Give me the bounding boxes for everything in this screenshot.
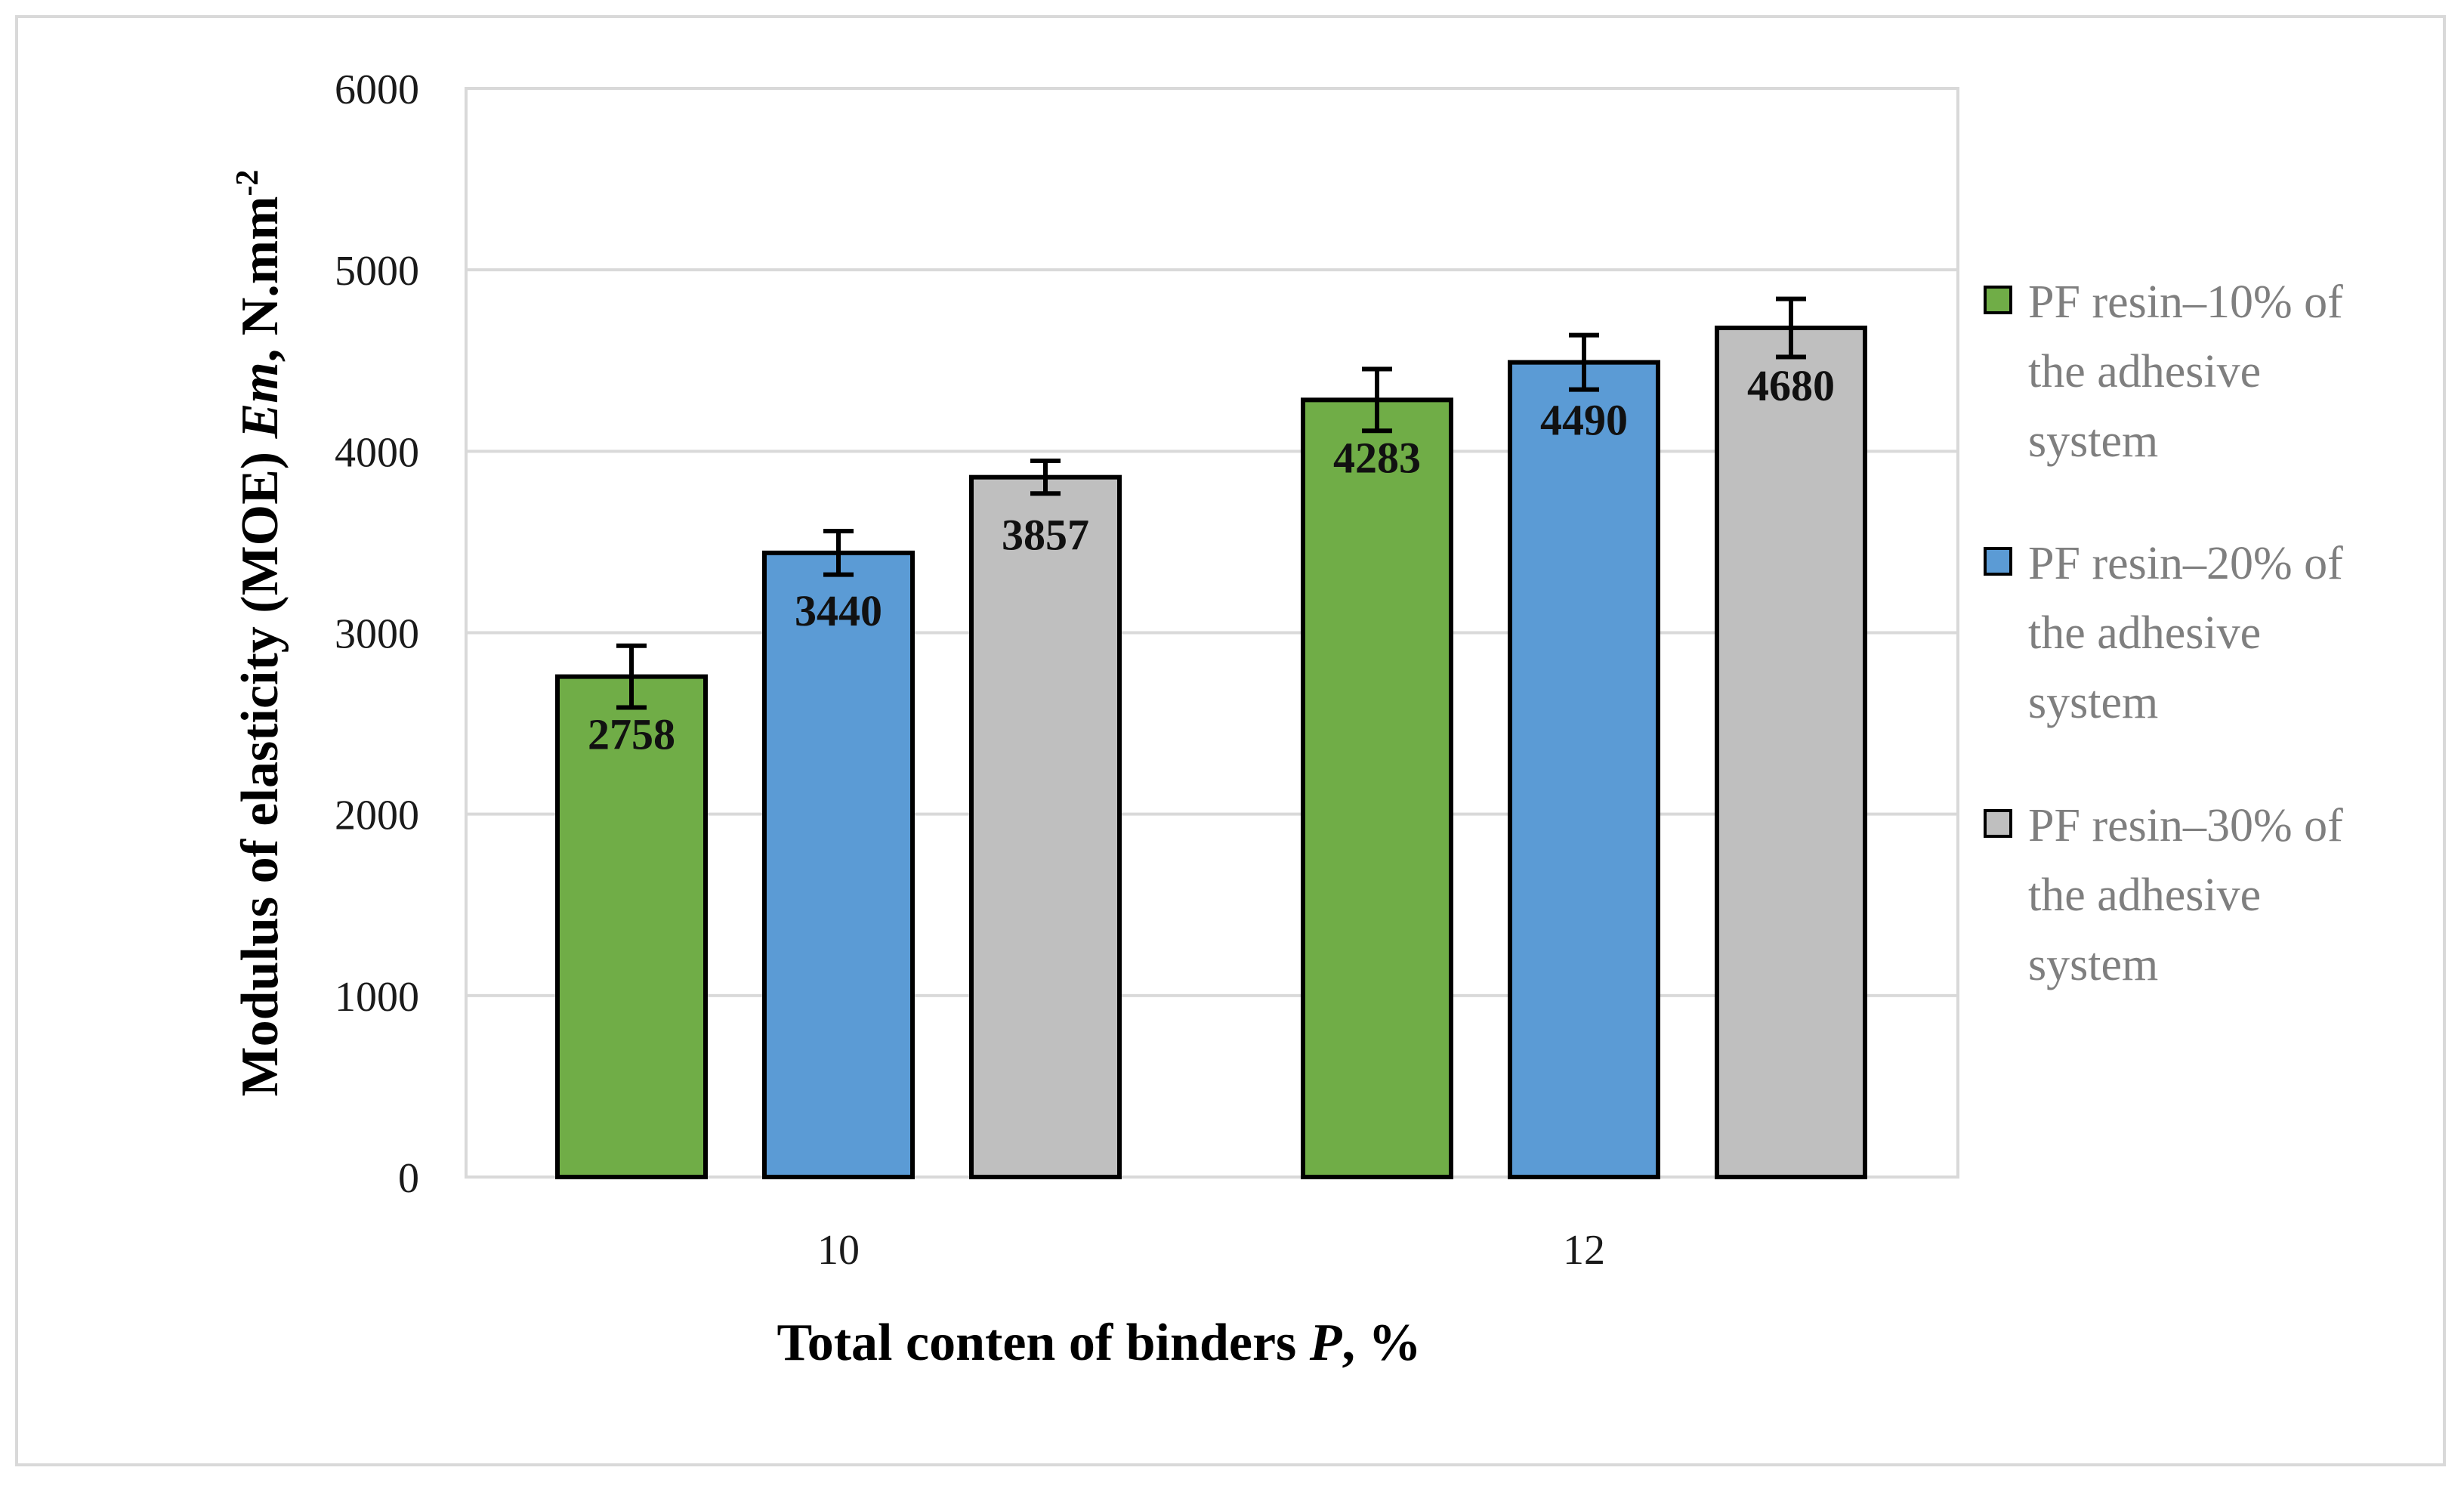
y-axis-title-main: Modulus of elasticity (MOE) bbox=[231, 438, 289, 1096]
data-label: 2758 bbox=[588, 710, 675, 759]
data-label: 3857 bbox=[1002, 511, 1089, 560]
x-axis-title-symbol: P bbox=[1309, 1314, 1343, 1372]
y-tick-label: 3000 bbox=[335, 611, 419, 658]
y-axis-title-unit: , N.mm bbox=[231, 196, 289, 363]
y-tick-label: 2000 bbox=[335, 792, 419, 839]
legend-label: the adhesive bbox=[2028, 346, 2261, 397]
y-tick-label: 1000 bbox=[335, 974, 419, 1021]
legend-swatch bbox=[1984, 286, 2012, 314]
y-tick-label: 5000 bbox=[335, 248, 419, 295]
legend-label: system bbox=[2028, 677, 2158, 728]
bar bbox=[762, 550, 915, 1179]
x-tick-label: 10 bbox=[817, 1227, 860, 1274]
x-tick-label: 12 bbox=[1563, 1227, 1605, 1274]
legend-label: PF resin–20% of bbox=[2028, 538, 2343, 589]
data-labels: 2758 3440 3857 4283 4490 4680 bbox=[588, 361, 1835, 759]
data-label: 3440 bbox=[795, 586, 882, 635]
legend-label: system bbox=[2028, 416, 2158, 467]
x-axis-title-main: Total conten of binders bbox=[777, 1314, 1309, 1372]
legend-swatch bbox=[1984, 547, 2012, 576]
y-axis-title-symbol: Em bbox=[231, 362, 289, 439]
legend: PF resin–10% of the adhesive system PF resi… bbox=[1984, 277, 2343, 990]
chart-frame bbox=[15, 15, 2446, 1466]
y-tick-label: 0 bbox=[398, 1155, 419, 1202]
legend-label: the adhesive bbox=[2028, 870, 2261, 921]
legend-label: the adhesive bbox=[2028, 607, 2261, 659]
data-label: 4283 bbox=[1333, 433, 1421, 482]
legend-swatch bbox=[1984, 809, 2012, 838]
data-label: 4490 bbox=[1540, 396, 1628, 445]
plot-area bbox=[465, 87, 1959, 1179]
y-tick-label: 6000 bbox=[335, 66, 419, 113]
bar bbox=[1508, 360, 1660, 1180]
legend-label: system bbox=[2028, 939, 2158, 990]
bar bbox=[1301, 397, 1453, 1179]
legend-label: PF resin–10% of bbox=[2028, 277, 2343, 328]
legend-label: PF resin–30% of bbox=[2028, 800, 2343, 851]
data-label: 4680 bbox=[1747, 361, 1835, 410]
bar bbox=[1715, 326, 1867, 1179]
y-axis-title-exponent: -2 bbox=[230, 170, 265, 196]
y-tick-label: 4000 bbox=[335, 429, 419, 476]
bar bbox=[969, 474, 1122, 1179]
x-axis-ticks: 10 12 bbox=[817, 1227, 1605, 1274]
x-axis-title-unit: , % bbox=[1342, 1314, 1422, 1372]
bars bbox=[555, 296, 1867, 1180]
x-axis-title: Total conten of binders P, % bbox=[777, 1314, 1421, 1372]
y-axis-ticks: 0 1000 2000 3000 4000 5000 6000 bbox=[335, 66, 419, 1202]
y-axis-title: Modulus of elasticity (MOE) Em, N.mm-2 bbox=[230, 170, 289, 1097]
